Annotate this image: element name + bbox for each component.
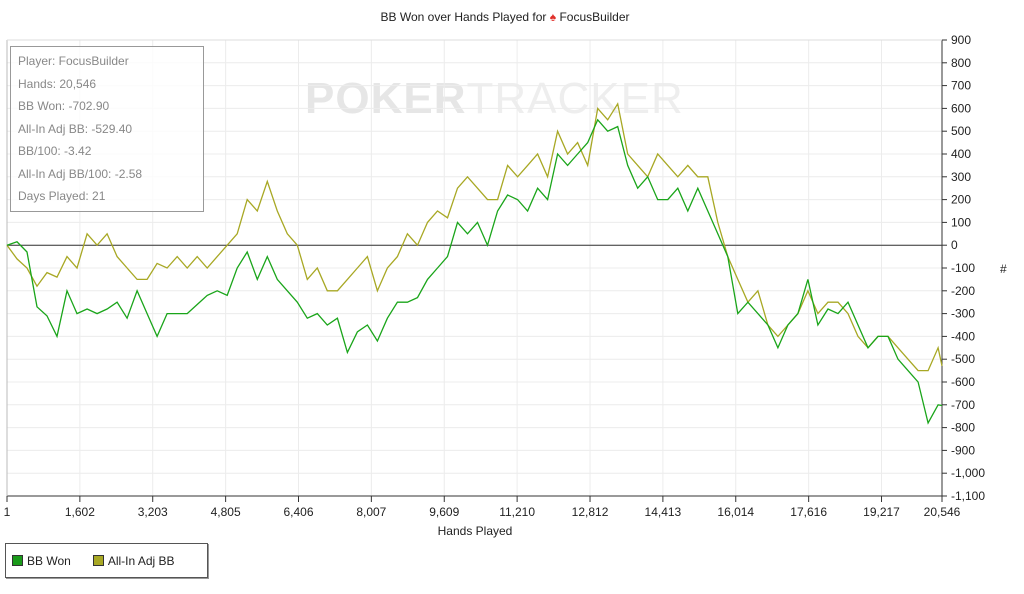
legend-item-bb-won[interactable]: BB Won <box>12 554 71 568</box>
x-tick-label: 4,805 <box>211 505 241 519</box>
stat-allin-adj-bb100: All-In Adj BB/100: -2.58 <box>18 166 143 181</box>
y-tick-label: -1,100 <box>951 489 985 503</box>
y-tick-label: -600 <box>951 375 975 389</box>
stat-days-played: Days Played: 21 <box>18 189 106 203</box>
y-tick-label: 200 <box>951 193 971 207</box>
x-tick-label: 14,413 <box>645 505 682 519</box>
y-tick-label: -1,000 <box>951 466 985 480</box>
y-tick-label: 600 <box>951 101 971 115</box>
title-player: FocusBuilder <box>559 10 630 24</box>
y-tick-label: -800 <box>951 421 975 435</box>
x-axis-label: Hands Played <box>437 524 513 538</box>
x-tick-label: 3,203 <box>138 505 168 519</box>
y-tick-label: 0 <box>951 238 958 252</box>
x-tick-label: 1 <box>4 505 11 519</box>
y-tick-label: 900 <box>951 33 971 47</box>
legend-swatch <box>12 555 23 566</box>
y-tick-label: -100 <box>951 261 975 275</box>
stat-player: Player: FocusBuilder <box>18 54 129 68</box>
x-tick-label: 9,609 <box>429 505 459 519</box>
watermark-light: TRACKER <box>466 74 684 123</box>
y-tick-label: 700 <box>951 79 971 93</box>
y-tick-label: -400 <box>951 329 975 343</box>
y-tick-label: -200 <box>951 284 975 298</box>
y-axis-label: # <box>1000 262 1007 276</box>
y-tick-label: 400 <box>951 147 971 161</box>
series-line-bb-won <box>6 118 943 425</box>
x-tick-label: 20,546 <box>924 505 961 519</box>
y-tick-label: 800 <box>951 56 971 70</box>
x-tick-label: 6,406 <box>283 505 313 519</box>
y-tick-label: 500 <box>951 124 971 138</box>
legend-label: All-In Adj BB <box>107 553 175 568</box>
y-tick-label: -500 <box>951 352 975 366</box>
pokerstars-spade-icon: ♠ <box>549 10 557 24</box>
legend-label: BB Won <box>27 553 71 568</box>
legend-item-allin-adj-bb[interactable]: All-In Adj BB <box>92 553 175 568</box>
title-text: BB Won over Hands Played for <box>380 10 547 24</box>
x-tick-label: 17,616 <box>790 505 827 519</box>
x-tick-label: 16,014 <box>717 505 754 519</box>
y-tick-label: -900 <box>951 443 975 457</box>
watermark-bold: POKER <box>305 74 467 123</box>
x-tick-label: 12,812 <box>572 505 609 519</box>
stats-box: Player: FocusBuilder Hands: 20,546 BB Wo… <box>10 46 204 212</box>
y-tick-label: 100 <box>951 215 971 229</box>
pokertracker-watermark: POKERTRACKER <box>305 74 684 124</box>
stat-bb-won: BB Won: -702.90 <box>18 99 110 113</box>
x-tick-label: 1,602 <box>65 505 95 519</box>
y-tick-label: 300 <box>951 170 971 184</box>
stat-allin-adj-bb: All-In Adj BB: -529.40 <box>18 121 133 136</box>
legend: BB Won All-In Adj BB <box>5 543 208 578</box>
chart-title: BB Won over Hands Played for ♠ FocusBuil… <box>0 10 1010 24</box>
stat-bb100: BB/100: -3.42 <box>18 144 92 158</box>
legend-swatch <box>92 555 104 566</box>
x-tick-label: 8,007 <box>356 505 386 519</box>
y-tick-label: -700 <box>951 398 975 412</box>
stat-hands: Hands: 20,546 <box>18 76 97 91</box>
x-tick-label: 19,217 <box>863 505 900 519</box>
y-tick-label: -300 <box>951 307 975 321</box>
x-tick-label: 11,210 <box>499 505 535 519</box>
